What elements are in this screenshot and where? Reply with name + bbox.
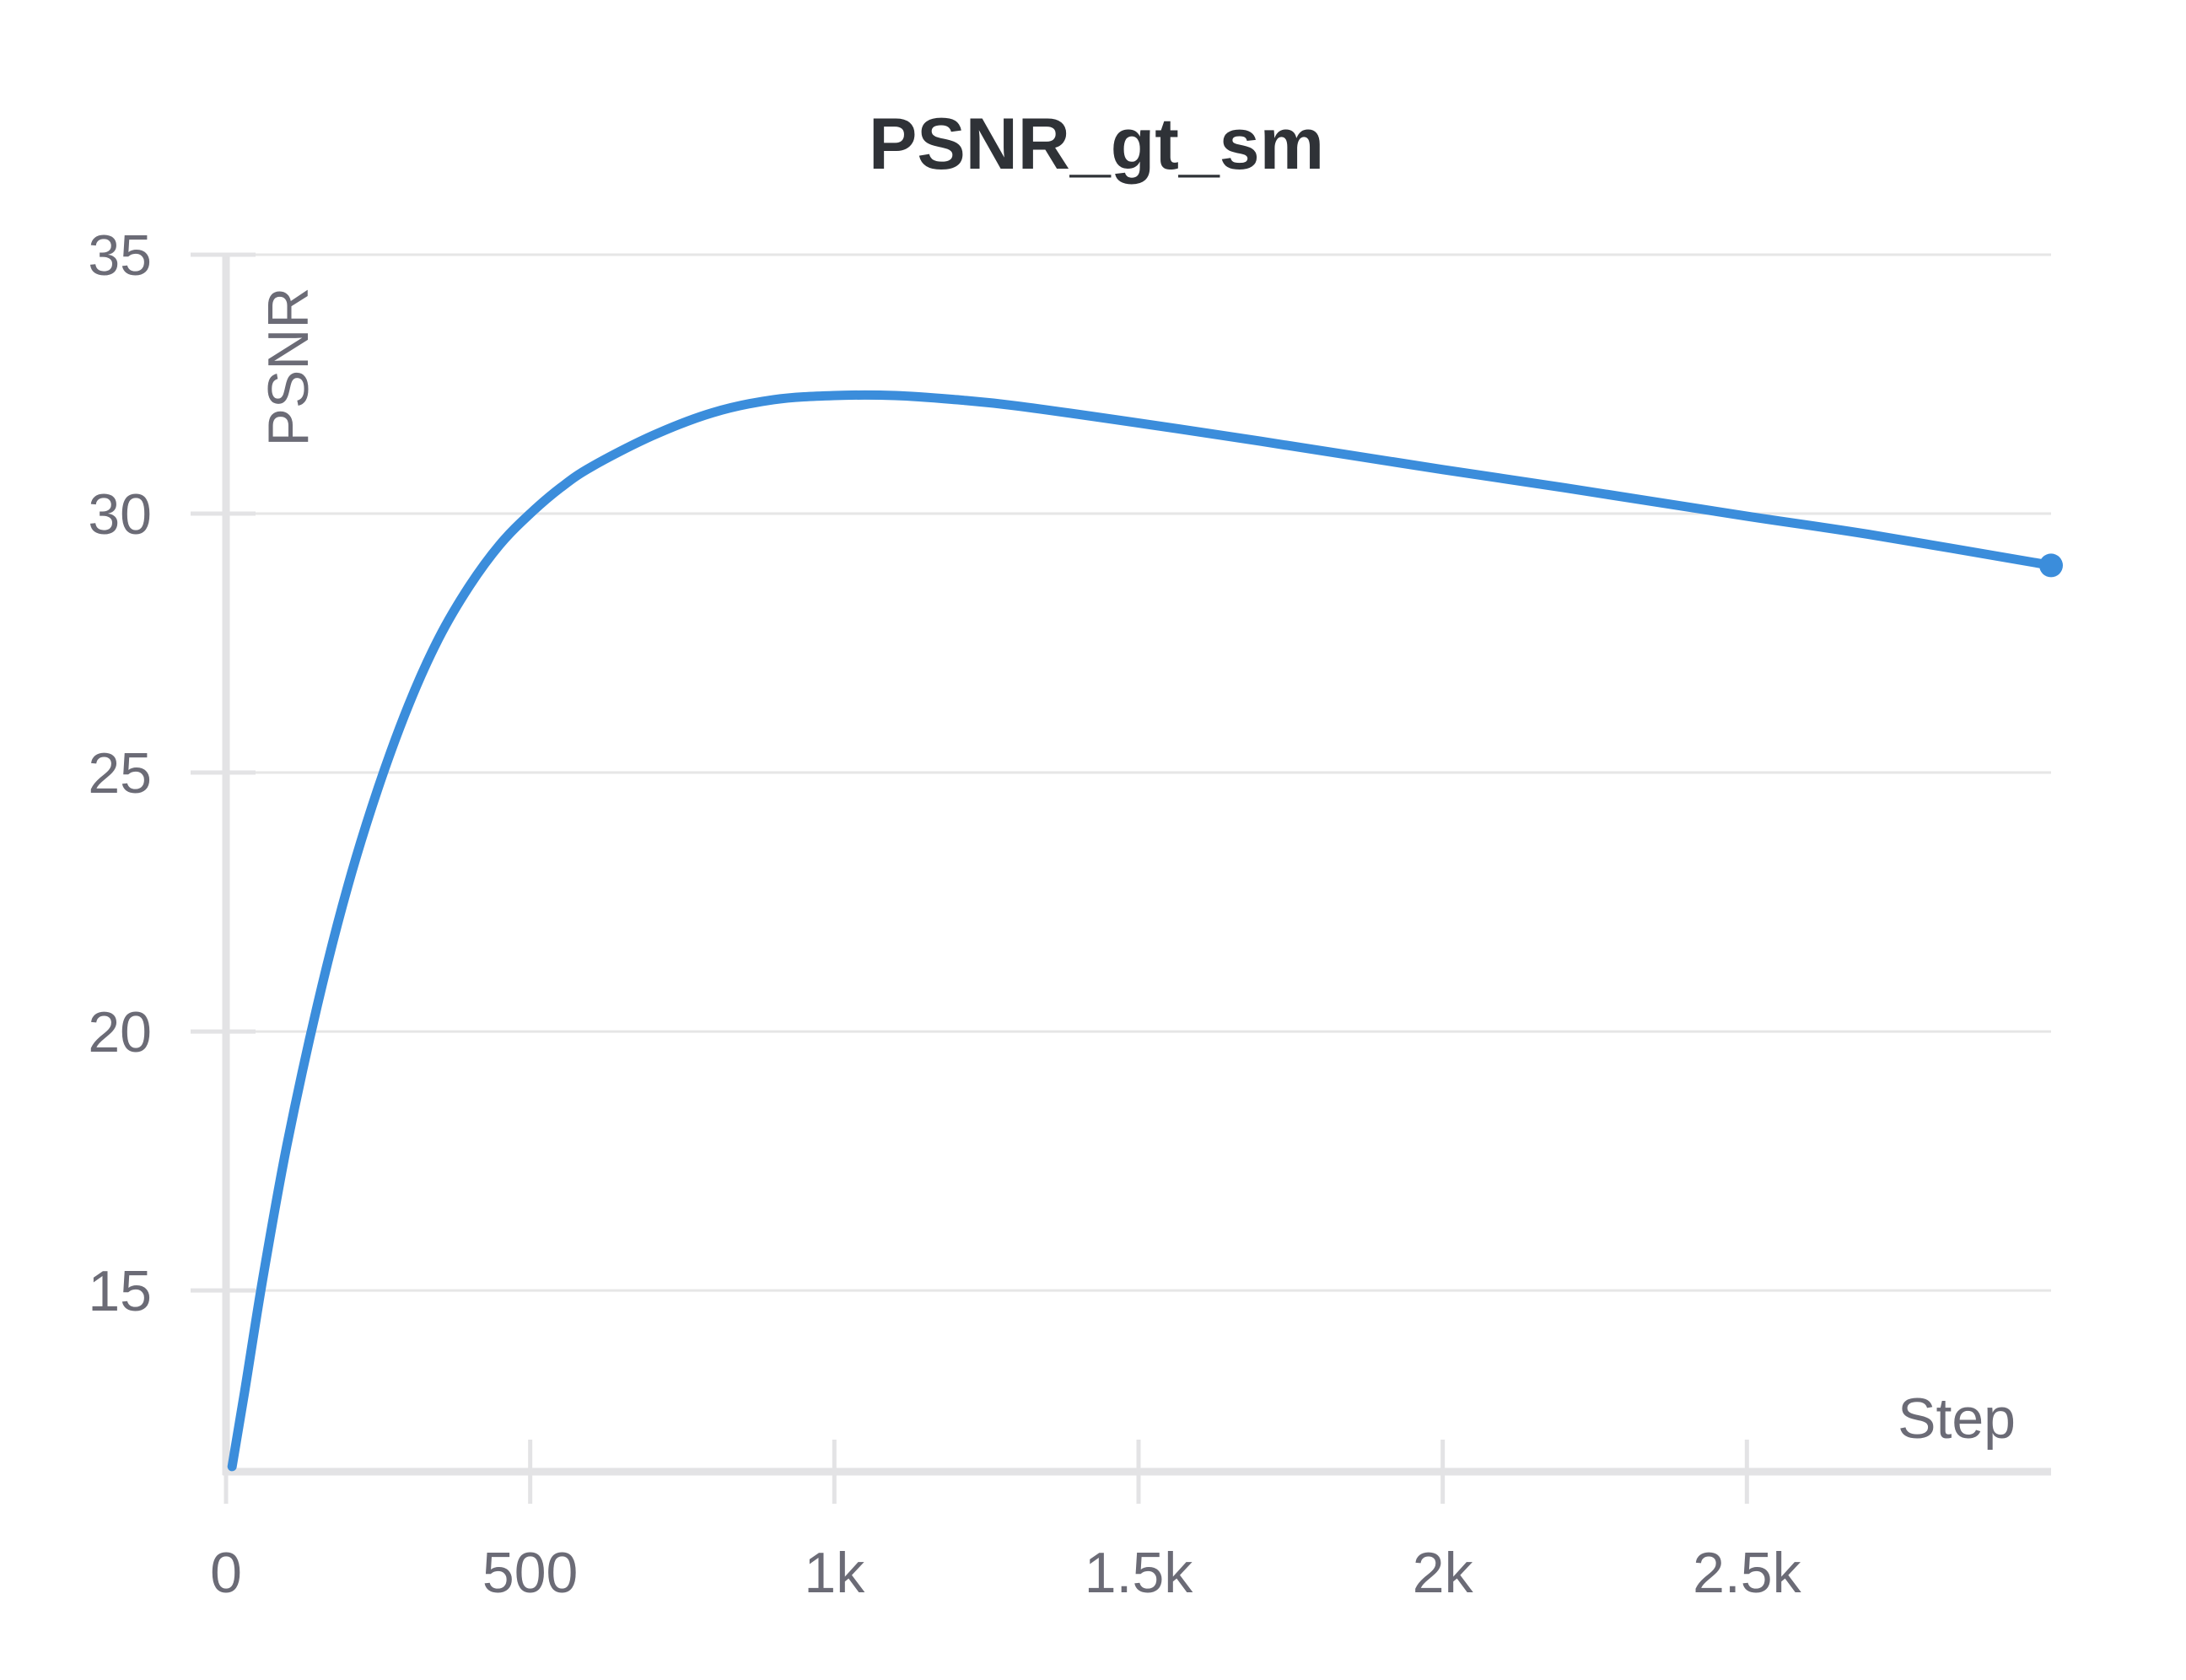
x-tick-label: 0 [210,1541,242,1605]
axes [191,252,2051,1504]
grid-lines [226,253,2051,1292]
x-tick-label: 1k [804,1541,865,1605]
x-tick-label: 2k [1413,1541,1474,1605]
y-axis-title: PSNR [256,288,320,447]
chart-title: PSNR_gt_sm [869,104,1324,185]
end-point-marker [2039,553,2063,578]
y-tick-label: 25 [88,741,152,805]
y-tick-label: 30 [88,482,152,547]
x-tick-label: 500 [482,1541,578,1605]
series-layer [227,390,2063,1472]
x-tick-label: 1.5k [1085,1541,1194,1605]
x-tick-label: 2.5k [1693,1541,1802,1605]
x-axis-title: Step [1898,1387,2016,1451]
tick-labels: 15 20 25 30 35 0 500 1k 1.5k 2k 2.5k [88,223,1801,1605]
series-line [227,390,2056,1472]
y-tick-label: 15 [88,1259,152,1323]
y-tick-label: 20 [88,1000,152,1064]
y-tick-label: 35 [88,223,152,288]
